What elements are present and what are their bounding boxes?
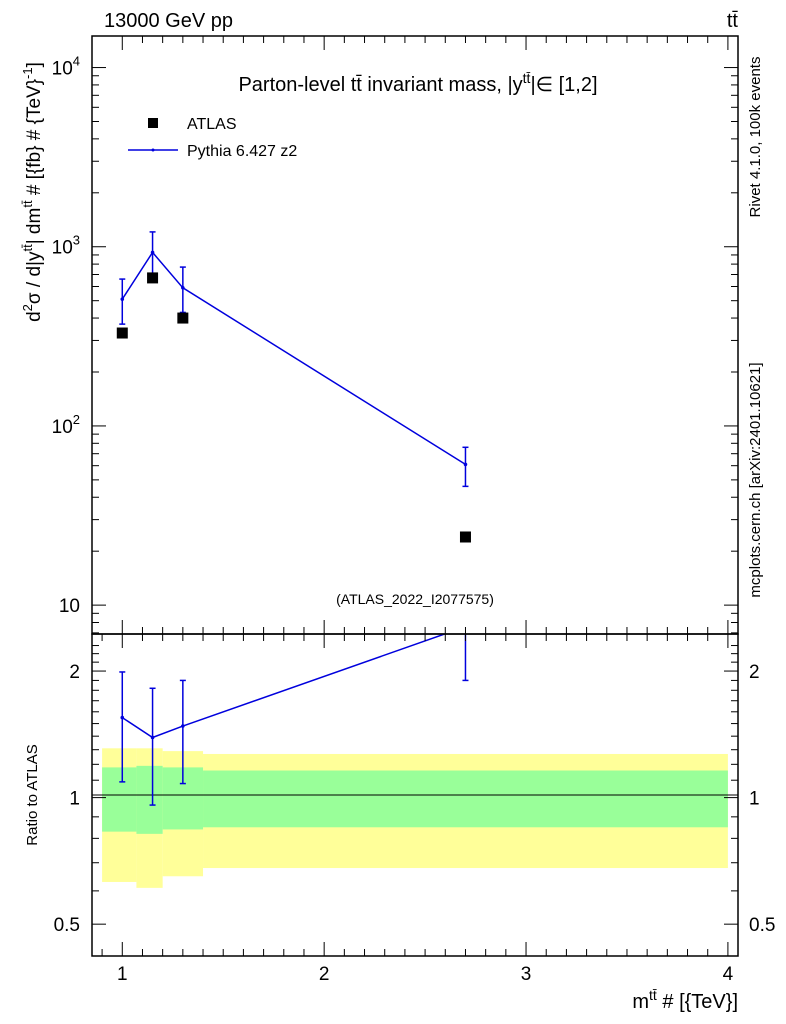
ratio-y-tick-label-right: 2 — [749, 662, 760, 683]
ratio-y-tick-label-right: 1 — [749, 789, 760, 810]
y-tick-label-exp: 4 — [73, 54, 80, 69]
ratio-y-tick-label-right: 0.5 — [749, 915, 775, 936]
ylabel-close: ] — [24, 62, 45, 67]
ylabel-sup2: tt̄ — [20, 200, 35, 208]
y-tick-label: 102 — [52, 412, 80, 438]
atlas-point — [116, 327, 128, 339]
site-label: mcplots.cern.ch [arXiv:2401.10621] — [747, 362, 764, 597]
ratio-band-inner — [136, 765, 163, 834]
ylabel-units: # [{fb} # {TeV} — [24, 79, 45, 201]
ratio-mc-point — [150, 735, 155, 740]
y-tick-label-base: 10 — [52, 417, 73, 438]
atlas-point — [177, 312, 189, 324]
xlabel-main: m — [632, 991, 649, 1013]
y-tick-label: 10 — [59, 596, 80, 617]
main-title-tail: |∈ [1,2] — [530, 74, 597, 96]
ratio-bands — [102, 748, 728, 888]
process-label: tt̄ — [727, 10, 739, 32]
ratio-band-inner — [102, 767, 137, 832]
ratio-ticks: 0.5 0.5 1 1 2 2 1 2 3 4 — [54, 634, 775, 985]
mc-point — [150, 250, 155, 255]
y-tick-label-exp: 2 — [73, 412, 80, 427]
ylabel-exp-1: -1 — [20, 67, 35, 79]
y-tick-label-exp: 3 — [73, 233, 80, 248]
y-tick-label-base: 10 — [52, 238, 73, 259]
legend-atlas-label: ATLAS — [187, 116, 237, 133]
ylabel-d: d — [24, 311, 45, 322]
mc-point — [181, 286, 185, 290]
ratio-y-tick-label: 1 — [69, 789, 80, 810]
rivet-label: Rivet 4.1.0, 100k events — [747, 57, 764, 218]
legend-atlas-marker — [148, 118, 158, 128]
xlabel-sup: tt̄ — [649, 987, 657, 1003]
x-tick-label: 1 — [117, 964, 128, 985]
mc-point — [120, 297, 125, 301]
ratio-y-tick-label: 0.5 — [54, 915, 80, 936]
y-tick-label: 104 — [52, 54, 80, 80]
ratio-mc-point — [181, 724, 185, 728]
ratio-series — [119, 634, 469, 806]
ylabel-sup1: tt̄ — [20, 244, 35, 252]
mc-point — [463, 462, 468, 467]
mc-line — [121, 251, 466, 466]
main-marks — [116, 231, 471, 543]
ratio-mc-line — [121, 634, 447, 739]
y-tick-label: 103 — [52, 233, 80, 259]
main-title: Parton-level tt̄ invariant mass, |ytt̄|∈… — [238, 70, 597, 96]
legend-mc-dot — [151, 148, 155, 152]
main-title-sup: tt̄ — [523, 70, 531, 86]
ratio-ylabel: Ratio to ATLAS — [24, 744, 41, 845]
y-tick-label-base: 10 — [59, 596, 80, 617]
ylabel-sigma: σ / d|y — [24, 251, 45, 304]
atlas-point — [459, 531, 471, 543]
atlas-point — [147, 272, 159, 284]
watermark: (ATLAS_2022_I2077575) — [336, 591, 494, 607]
x-tick-label: 3 — [521, 964, 532, 985]
y-tick-label-base: 10 — [52, 59, 73, 80]
ratio-frame — [91, 633, 739, 957]
ratio-band-inner — [203, 770, 728, 828]
ylabel-dm: | dm — [24, 208, 45, 245]
x-tick-label: 2 — [319, 964, 330, 985]
main-ylabel: d2σ / d|ytt̄| dmtt̄ # [{fb} # {TeV}-1] — [20, 62, 45, 322]
main-title-text: Parton-level tt̄ invariant mass, |y — [238, 74, 522, 96]
x-tick-label: 4 — [723, 964, 734, 985]
ratio-marks — [119, 634, 469, 806]
ratio-panel: 0.5 0.5 1 1 2 2 1 2 3 4 Ratio to ATLAS mtt̄ # [{T… — [24, 633, 775, 1013]
ylabel-exp2: 2 — [20, 304, 35, 311]
ratio-y-tick-label: 2 — [69, 662, 80, 683]
x-axis-label: mtt̄ # [{TeV}] — [632, 987, 738, 1013]
energy-label: 13000 GeV pp — [104, 10, 233, 32]
xlabel-tail: # [{TeV}] — [657, 991, 738, 1013]
legend-mc-label: Pythia 6.427 z2 — [187, 143, 297, 160]
ratio-mc-point — [120, 715, 125, 720]
